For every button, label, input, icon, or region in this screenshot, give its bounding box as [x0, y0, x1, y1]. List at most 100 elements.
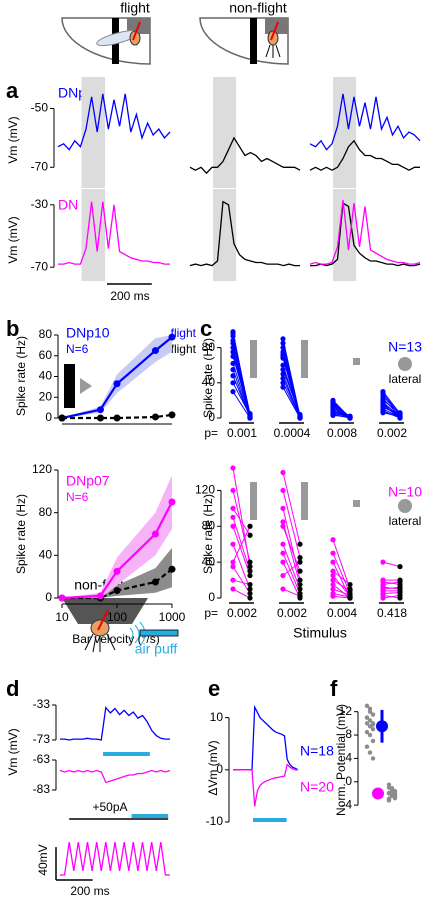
data-point [370, 722, 376, 727]
y-axis-label: Norm. Potential (mV) [334, 704, 348, 816]
trace [60, 706, 170, 741]
pre-point [230, 523, 236, 529]
scale-bar-label: 40mV [36, 844, 50, 875]
post-point [297, 593, 303, 599]
stimulus-label: air puff [135, 641, 178, 657]
pair-line [282, 526, 301, 572]
stimulus-icon [64, 364, 92, 408]
pre-point [330, 572, 336, 579]
marker [113, 380, 121, 388]
marker [58, 594, 66, 602]
pre-point [330, 568, 336, 574]
n-label: N=13 [388, 339, 422, 355]
step-label: +50pA [92, 800, 127, 814]
y-tick-label: -70 [31, 259, 49, 273]
pair-line [382, 391, 401, 414]
chart-subtitle: N=6 [66, 342, 89, 356]
trace [60, 841, 170, 876]
pair-line [232, 391, 251, 419]
data-point [364, 721, 370, 726]
trace [189, 200, 300, 267]
y-tick-label: -70 [31, 159, 49, 173]
pre-point [280, 355, 286, 361]
y-tick-label: 40 [202, 375, 216, 389]
pair-line [332, 413, 351, 417]
p-label: p= [204, 606, 218, 620]
post-point [247, 572, 253, 579]
post-point [297, 559, 303, 565]
pair-line [382, 561, 401, 568]
pre-point [280, 380, 286, 386]
pair-line [332, 414, 351, 418]
y-tick-label: 8 [345, 727, 352, 741]
mean-marker [376, 720, 388, 733]
y-tick-label: -50 [31, 101, 49, 115]
stimulus-window [81, 189, 106, 281]
marker [151, 347, 159, 355]
y-tick-label: 80 [202, 340, 216, 354]
pair-line [232, 356, 251, 415]
data-point [386, 782, 392, 787]
panel-label: d [6, 676, 19, 701]
post-point [247, 590, 253, 597]
y-tick-label: -73 [33, 732, 51, 746]
pre-point [280, 336, 286, 342]
pre-point [230, 564, 236, 570]
condition-label: non-flight [229, 0, 287, 16]
pre-point [280, 375, 286, 381]
series-label: N=18 [300, 743, 334, 759]
icon-label: lateral [389, 514, 422, 528]
pre-point [280, 541, 286, 547]
pre-point [230, 373, 236, 379]
post-point [297, 577, 303, 583]
pre-point [280, 367, 286, 373]
data-point [389, 793, 395, 798]
post-point [247, 415, 253, 421]
y-tick-label: -30 [31, 197, 49, 211]
p-value: 0.0004 [274, 426, 311, 440]
p-value: 0.002 [377, 426, 407, 440]
y-tick-label: 0 [45, 410, 52, 424]
y-tick-label: 120 [195, 483, 215, 497]
trace [189, 136, 301, 175]
p-value: 0.008 [327, 426, 357, 440]
post-point [247, 523, 253, 529]
pair-line [282, 378, 301, 417]
x-tick-label: 100 [107, 610, 127, 624]
post-point [297, 568, 303, 574]
y-tick-label: 80 [202, 518, 216, 532]
pair-line [332, 593, 351, 598]
pre-point [280, 362, 286, 368]
non-flight-illustration [199, 17, 289, 65]
p-value: 0.001 [227, 426, 257, 440]
data-point [364, 729, 370, 735]
condition-label: flight [120, 0, 150, 16]
p-label: p= [204, 426, 218, 440]
post-point [347, 588, 353, 594]
pair-line [232, 363, 251, 417]
y-tick-label: 0 [208, 410, 215, 424]
scale-bar-label: 200 ms [70, 884, 109, 898]
stimulus-window [333, 189, 357, 281]
post-point [397, 584, 403, 590]
data-point [370, 756, 376, 761]
y-tick-label: 120 [32, 462, 52, 476]
post-point [297, 586, 303, 592]
data-point [367, 706, 373, 711]
pair-line [382, 581, 401, 586]
pair-line [282, 472, 301, 545]
y-axis-label: Spike rate (Hz) [201, 338, 215, 418]
pair-line [332, 570, 351, 585]
data-point [364, 703, 370, 709]
flight-illustration [61, 17, 151, 65]
pre-point [280, 572, 286, 579]
pair-line [282, 386, 301, 419]
y-tick-label: 20 [39, 389, 53, 403]
pair-line [332, 539, 351, 590]
panel-label: a [6, 78, 19, 103]
pre-point [230, 586, 236, 592]
marker [113, 414, 121, 422]
pre-point [230, 505, 236, 511]
